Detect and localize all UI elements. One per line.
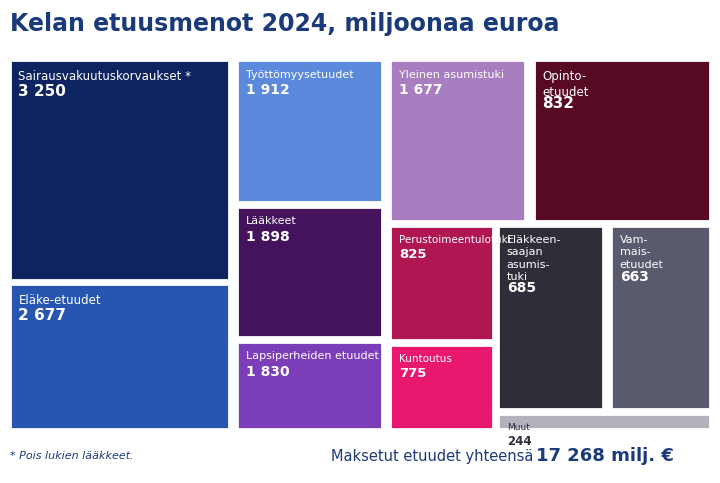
Text: Kelan etuusmenot 2024, miljoonaa euroa: Kelan etuusmenot 2024, miljoonaa euroa (10, 12, 559, 36)
Text: Maksetut etuudet yhteensä: Maksetut etuudet yhteensä (331, 449, 534, 464)
Text: 1 912: 1 912 (246, 84, 289, 98)
Bar (534, 60, 710, 221)
Text: 663: 663 (620, 270, 649, 284)
Text: Muut: Muut (507, 423, 530, 432)
Text: 244: 244 (507, 435, 531, 448)
Text: 17 268 milj. €: 17 268 milj. € (536, 447, 674, 466)
Text: Vam-
mais-
etuudet: Vam- mais- etuudet (620, 235, 664, 270)
Text: Työttömyysetuudet: Työttömyysetuudet (246, 70, 354, 80)
Bar (498, 226, 603, 409)
Text: Lapsiperheiden etuudet: Lapsiperheiden etuudet (246, 351, 379, 361)
Text: 3 250: 3 250 (19, 84, 66, 99)
Text: * Pois lukien lääkkeet.: * Pois lukien lääkkeet. (10, 452, 134, 461)
Bar (390, 60, 525, 221)
Text: Perustoimeentulotuki: Perustoimeentulotuki (399, 235, 510, 245)
Bar (237, 207, 382, 337)
Text: 825: 825 (399, 248, 426, 261)
Text: 2 677: 2 677 (19, 308, 66, 323)
Text: Kuntoutus: Kuntoutus (399, 354, 451, 364)
Text: 1 898: 1 898 (246, 230, 289, 244)
Bar (498, 414, 710, 429)
Text: 775: 775 (399, 367, 426, 380)
Text: Eläke-etuudet: Eläke-etuudet (19, 294, 101, 307)
Text: Opinto-
etuudet: Opinto- etuudet (542, 70, 588, 99)
Text: Sairausvakuutuskorvaukset *: Sairausvakuutuskorvaukset * (19, 70, 192, 83)
Bar (10, 284, 229, 429)
Bar (10, 60, 229, 280)
Text: Eläkkeen-
saajan
asumis-
tuki: Eläkkeen- saajan asumis- tuki (507, 235, 562, 282)
Text: Yleinen asumistuki: Yleinen asumistuki (399, 70, 504, 80)
Text: 1 830: 1 830 (246, 365, 289, 379)
Bar (390, 226, 492, 340)
Bar (390, 344, 492, 429)
Bar (237, 341, 382, 429)
Text: 832: 832 (542, 96, 574, 111)
Text: 1 677: 1 677 (399, 84, 442, 98)
Text: 685: 685 (507, 281, 536, 295)
Text: Lääkkeet: Lääkkeet (246, 216, 297, 226)
Bar (611, 226, 710, 409)
Bar (237, 60, 382, 202)
